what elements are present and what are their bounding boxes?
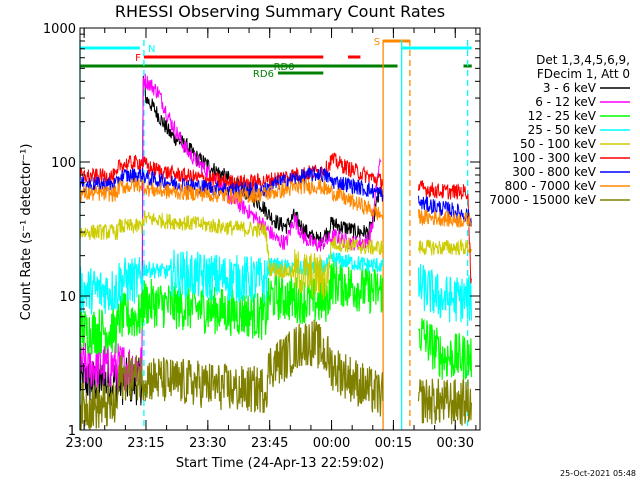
y-tick-label: 100 xyxy=(51,156,76,171)
series-300-800-kev xyxy=(79,166,472,227)
legend-label-3-6-kev: 3 - 6 keV xyxy=(543,81,597,95)
legend-label-12-25-kev: 12 - 25 keV xyxy=(528,109,597,123)
flag-label-rd6: RD6 xyxy=(253,69,274,80)
series-50-100-kev xyxy=(79,210,472,300)
x-tick-label: 23:00 xyxy=(65,436,102,451)
legend-label-7000-15000-kev: 7000 - 15000 keV xyxy=(489,193,596,207)
legend-label-100-300-kev: 100 - 300 keV xyxy=(512,151,596,165)
series-800-7000-kev xyxy=(79,177,472,229)
legend-label-800-7000-kev: 800 - 7000 keV xyxy=(505,179,597,193)
x-tick-label: 23:45 xyxy=(251,436,288,451)
legend-label-50-100-kev: 50 - 100 keV xyxy=(520,137,597,151)
legend-label-25-50-kev: 25 - 50 keV xyxy=(528,123,597,137)
x-axis-label: Start Time (24-Apr-13 22:59:02) xyxy=(176,456,384,471)
series-100-300-kev xyxy=(79,152,472,284)
x-tick-label: 00:30 xyxy=(437,436,474,451)
chart-title: RHESSI Observing Summary Count Rates xyxy=(115,2,445,21)
y-axis-label: Count Rate (s⁻¹ detector⁻¹) xyxy=(19,144,34,321)
x-tick-label: 00:15 xyxy=(375,436,412,451)
x-tick-label: 23:15 xyxy=(127,436,164,451)
data-series xyxy=(79,73,472,431)
flag-label-f: F xyxy=(135,53,141,64)
y-tick-label: 1 xyxy=(68,424,76,439)
legend-header: Det 1,3,4,5,6,9, xyxy=(536,53,630,67)
legend-label-6-12-kev: 6 - 12 keV xyxy=(535,95,597,109)
flag-label-s: S xyxy=(374,37,380,48)
timestamp: 25-Oct-2021 05:48 xyxy=(560,469,636,478)
legend: Det 1,3,4,5,6,9,FDecim 1, Att 03 - 6 keV… xyxy=(489,53,630,207)
axes: 1 10 100 1000 23:00 23:15 23:30 23:45 00:00 00:15… xyxy=(43,22,481,451)
y-tick-label: 1000 xyxy=(43,22,76,37)
series-25-50-kev xyxy=(79,249,472,323)
x-tick-label: 23:30 xyxy=(189,436,226,451)
series-7000-15000-kev xyxy=(79,319,472,431)
flag-label-rd0: RD0 xyxy=(274,62,295,73)
y-tick-label: 10 xyxy=(59,290,76,305)
legend-header: FDecim 1, Att 0 xyxy=(537,67,630,81)
x-tick-label: 00:00 xyxy=(313,436,350,451)
plot-frame xyxy=(79,27,481,431)
legend-label-300-800-kev: 300 - 800 keV xyxy=(512,165,596,179)
flag-label-n: N xyxy=(148,44,155,55)
